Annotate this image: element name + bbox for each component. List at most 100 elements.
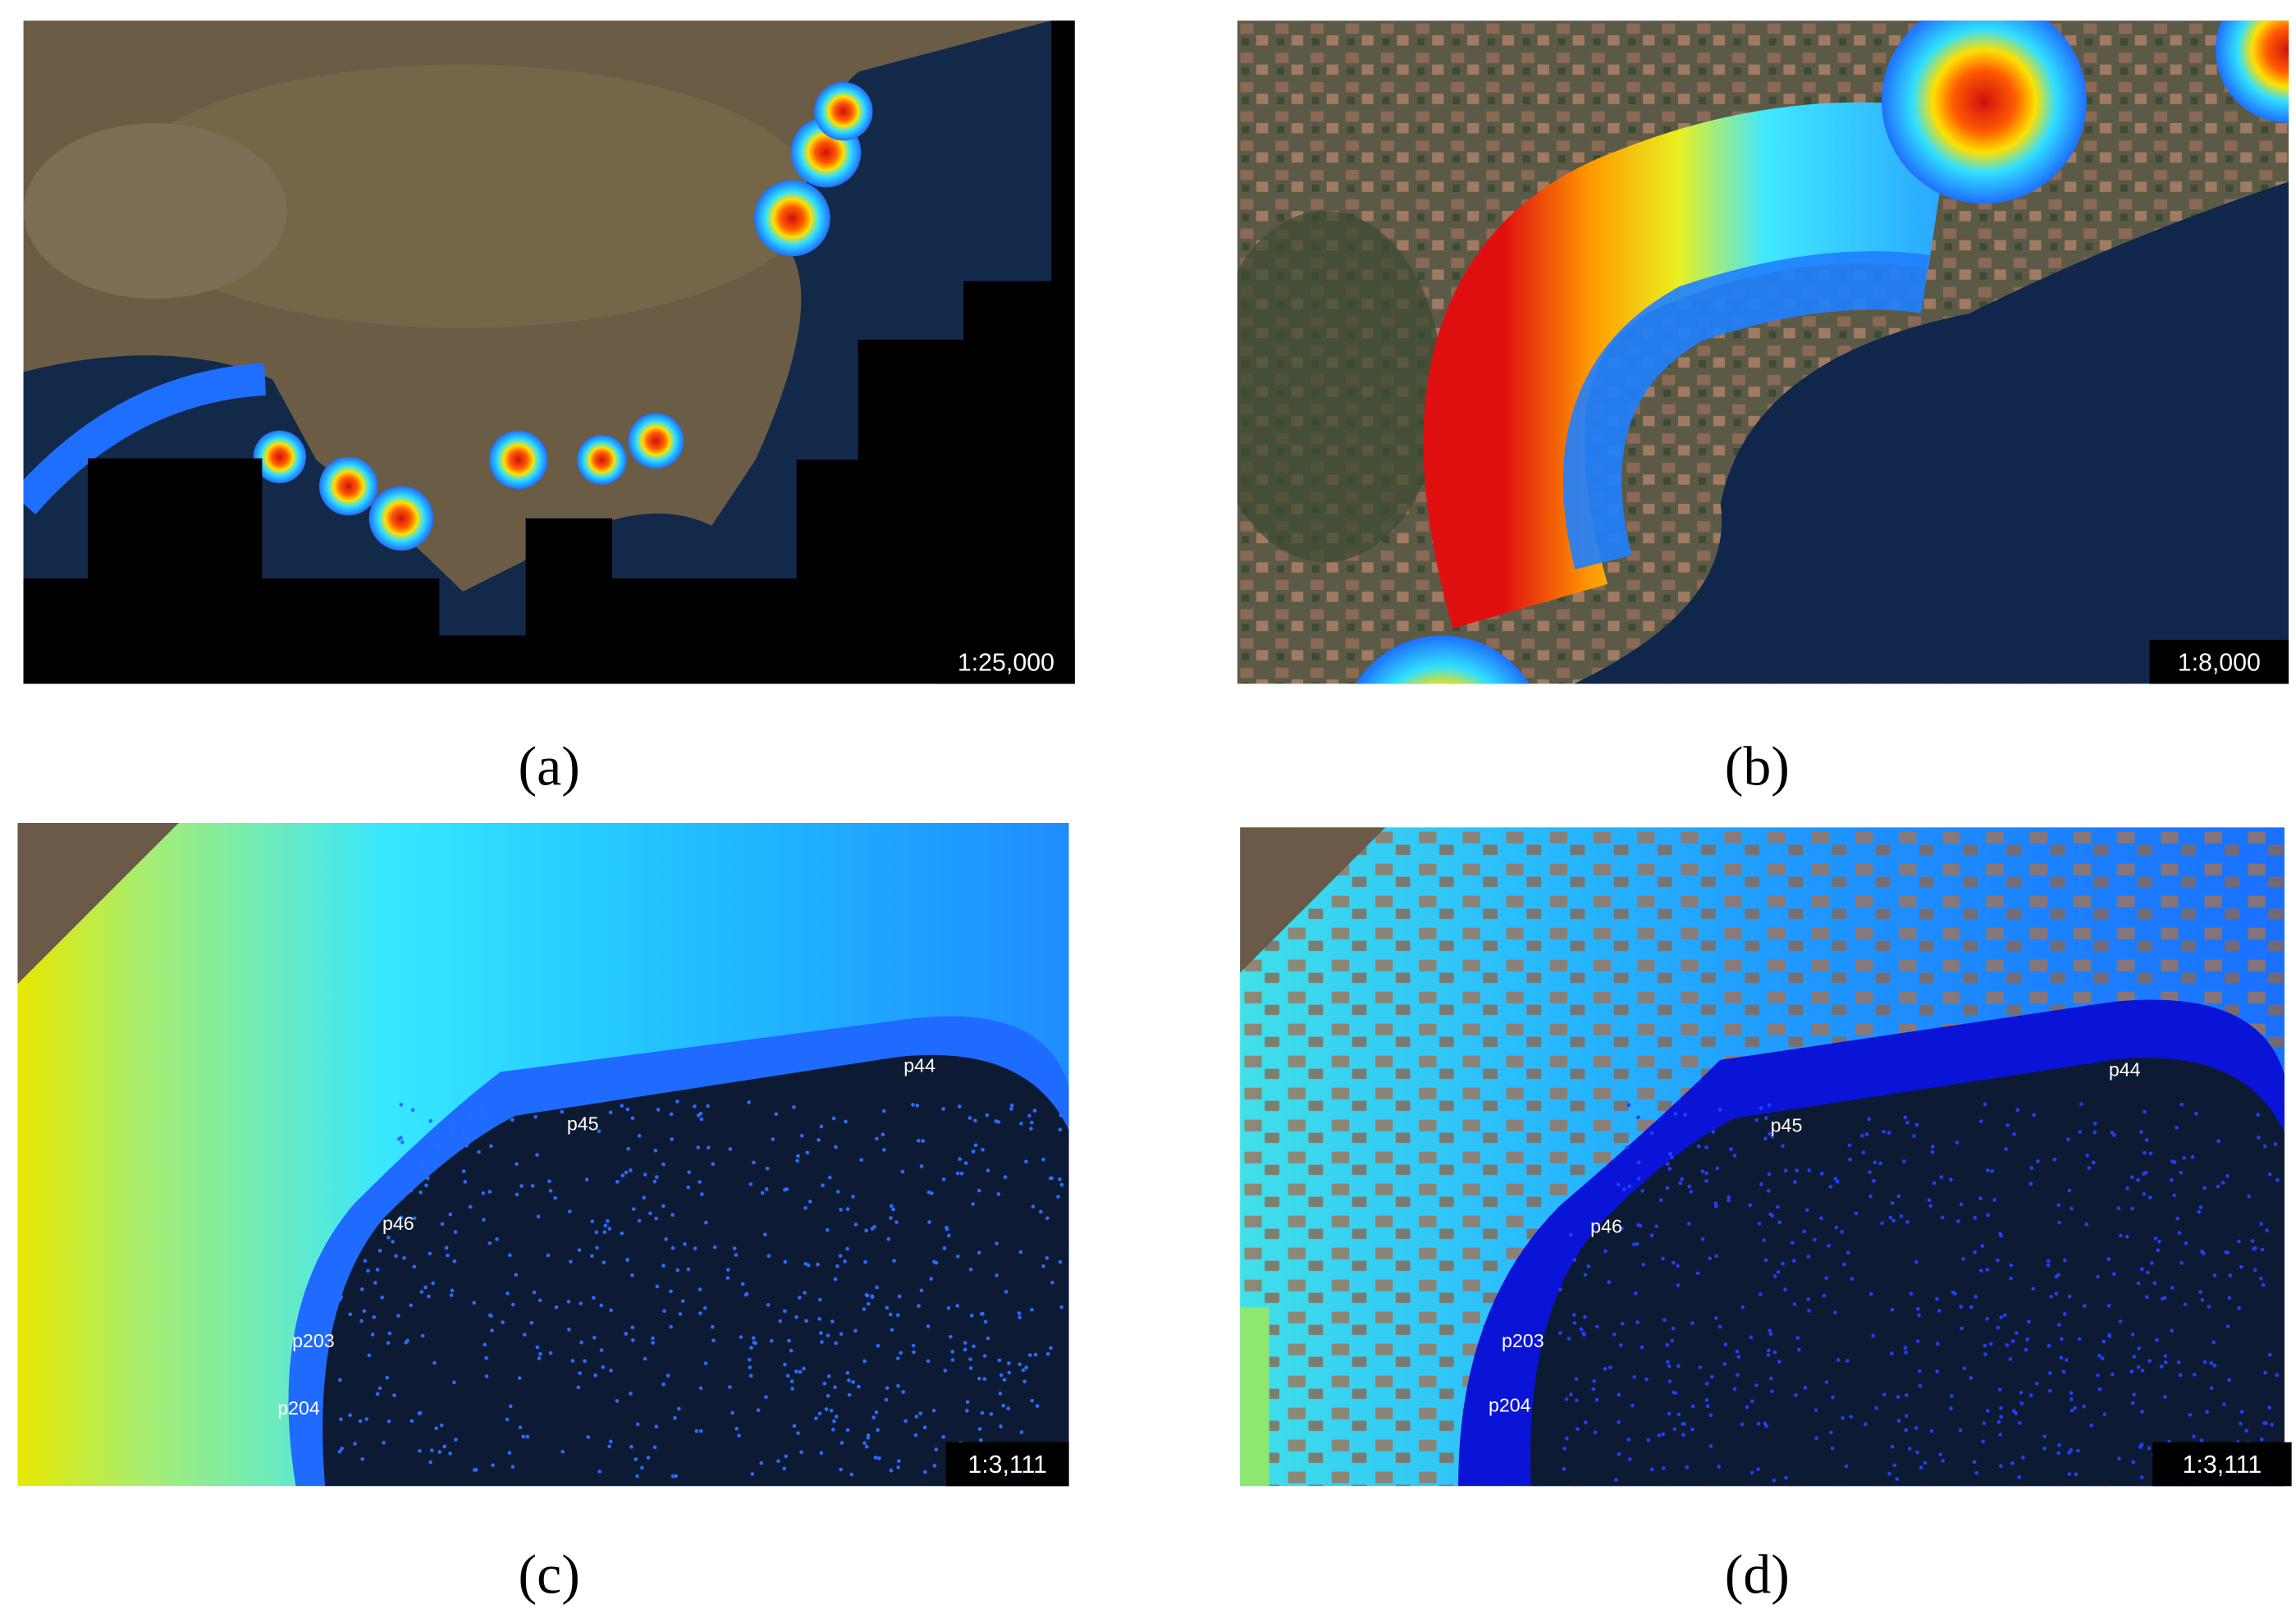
sea-point bbox=[817, 1297, 822, 1302]
sea-point bbox=[1740, 1422, 1745, 1427]
sea-point bbox=[825, 1227, 830, 1232]
sea-point bbox=[607, 1444, 611, 1449]
sea-point bbox=[2140, 1369, 2145, 1373]
sea-point bbox=[1915, 1306, 1920, 1311]
sea-point bbox=[1641, 1263, 1646, 1267]
sea-point bbox=[609, 1369, 613, 1373]
sea-point bbox=[2262, 1144, 2267, 1149]
sea-point bbox=[1905, 1220, 1910, 1224]
sea-points bbox=[337, 1099, 1064, 1483]
sea-point bbox=[845, 1428, 850, 1433]
sea-point bbox=[790, 1387, 794, 1391]
sea-point bbox=[1914, 1259, 1919, 1264]
sea-point bbox=[839, 1332, 844, 1337]
sea-point bbox=[1030, 1398, 1035, 1403]
sea-point bbox=[602, 1230, 607, 1234]
sea-point bbox=[2179, 1260, 2184, 1265]
sea-point bbox=[1670, 1338, 1675, 1343]
sea-point bbox=[1620, 1226, 1624, 1231]
sea-point bbox=[674, 1474, 679, 1479]
sea-point bbox=[711, 1162, 716, 1167]
sea-point bbox=[838, 1254, 843, 1259]
sea-point bbox=[1658, 1198, 1663, 1202]
point-label: p204 bbox=[1489, 1394, 1531, 1415]
point-label: p46 bbox=[1590, 1216, 1622, 1237]
sea-point bbox=[444, 1245, 449, 1250]
sea-point bbox=[515, 1192, 519, 1197]
sea-point bbox=[1992, 1198, 1997, 1202]
sea-point bbox=[698, 1386, 703, 1391]
sea-point bbox=[2036, 1159, 2040, 1163]
sea-point bbox=[1874, 1405, 1878, 1410]
sea-point bbox=[377, 1386, 382, 1391]
sea-point bbox=[1696, 1144, 1701, 1149]
sea-point bbox=[1998, 1464, 2003, 1469]
scale-box bbox=[2149, 639, 2289, 684]
sea-point bbox=[1019, 1430, 1024, 1434]
sea-point bbox=[1050, 1280, 1054, 1285]
land bbox=[1240, 1307, 1269, 1487]
sea-point bbox=[1759, 1182, 1763, 1186]
sea-point bbox=[832, 1419, 836, 1424]
sea-point bbox=[890, 1328, 894, 1332]
sea-point bbox=[1915, 1450, 1919, 1455]
sea-point bbox=[1795, 1168, 1800, 1172]
sea-point bbox=[643, 1356, 647, 1361]
sea-point bbox=[1607, 1280, 1612, 1284]
sea-point bbox=[914, 1415, 919, 1419]
sea-point bbox=[2032, 1113, 2036, 1118]
sea-point bbox=[784, 1187, 789, 1191]
sea-point bbox=[944, 1227, 949, 1232]
sea-point bbox=[418, 1449, 422, 1453]
sea-point bbox=[2082, 1304, 2087, 1309]
sea-point bbox=[625, 1258, 629, 1262]
sea-point bbox=[1757, 1222, 1762, 1226]
sea-point bbox=[702, 1305, 707, 1310]
sea-point bbox=[1831, 1395, 1835, 1400]
sea-point bbox=[782, 1466, 787, 1471]
sea-point bbox=[1978, 1119, 1983, 1123]
sea-point bbox=[686, 1267, 691, 1272]
sea-point bbox=[2252, 1246, 2256, 1251]
sea-point bbox=[1871, 1178, 1876, 1183]
sea-point bbox=[420, 1333, 425, 1338]
sea-point bbox=[1021, 1368, 1026, 1373]
sea-point bbox=[2056, 1203, 2060, 1207]
sea-point bbox=[1985, 1317, 1990, 1321]
sea-point bbox=[593, 1373, 597, 1378]
sea-point bbox=[2054, 1274, 2059, 1279]
sea-point bbox=[1729, 1147, 1733, 1151]
sea-point bbox=[1001, 1403, 1006, 1408]
sea-point bbox=[2097, 1353, 2102, 1358]
sea-point bbox=[794, 1369, 798, 1373]
sea-point bbox=[1912, 1134, 1916, 1138]
sea-point bbox=[778, 1319, 783, 1323]
sea-point bbox=[1768, 1131, 1772, 1136]
sea-point bbox=[1582, 1332, 1586, 1337]
sea-point bbox=[2152, 1281, 2157, 1286]
sea-point bbox=[1722, 1362, 1727, 1366]
sea-point bbox=[653, 1148, 658, 1153]
sea-point bbox=[1890, 1444, 1895, 1449]
vegetation bbox=[1237, 211, 1443, 563]
sea-point bbox=[2265, 1228, 2269, 1232]
sea-point bbox=[337, 1297, 342, 1302]
sea-point bbox=[1033, 1352, 1038, 1357]
sea-point bbox=[2263, 1370, 2267, 1375]
sea-point bbox=[560, 1449, 565, 1454]
sea-point bbox=[366, 1268, 370, 1273]
sea-point bbox=[1030, 1120, 1034, 1125]
sea-point bbox=[1715, 1166, 1720, 1171]
sea-point bbox=[1770, 1135, 1775, 1139]
sea-point bbox=[1764, 1116, 1768, 1120]
sea-point bbox=[2107, 1332, 2111, 1337]
sea-point bbox=[1985, 1409, 1990, 1413]
sea-point bbox=[1819, 1172, 1824, 1176]
sea-point bbox=[1564, 1397, 1569, 1401]
sea-point bbox=[2188, 1413, 2193, 1417]
sea-point bbox=[2052, 1157, 2057, 1162]
sea-point bbox=[2079, 1102, 2083, 1107]
sea-point bbox=[1007, 1370, 1012, 1375]
sea-point bbox=[1895, 1477, 1900, 1481]
sea-point bbox=[507, 1451, 512, 1456]
